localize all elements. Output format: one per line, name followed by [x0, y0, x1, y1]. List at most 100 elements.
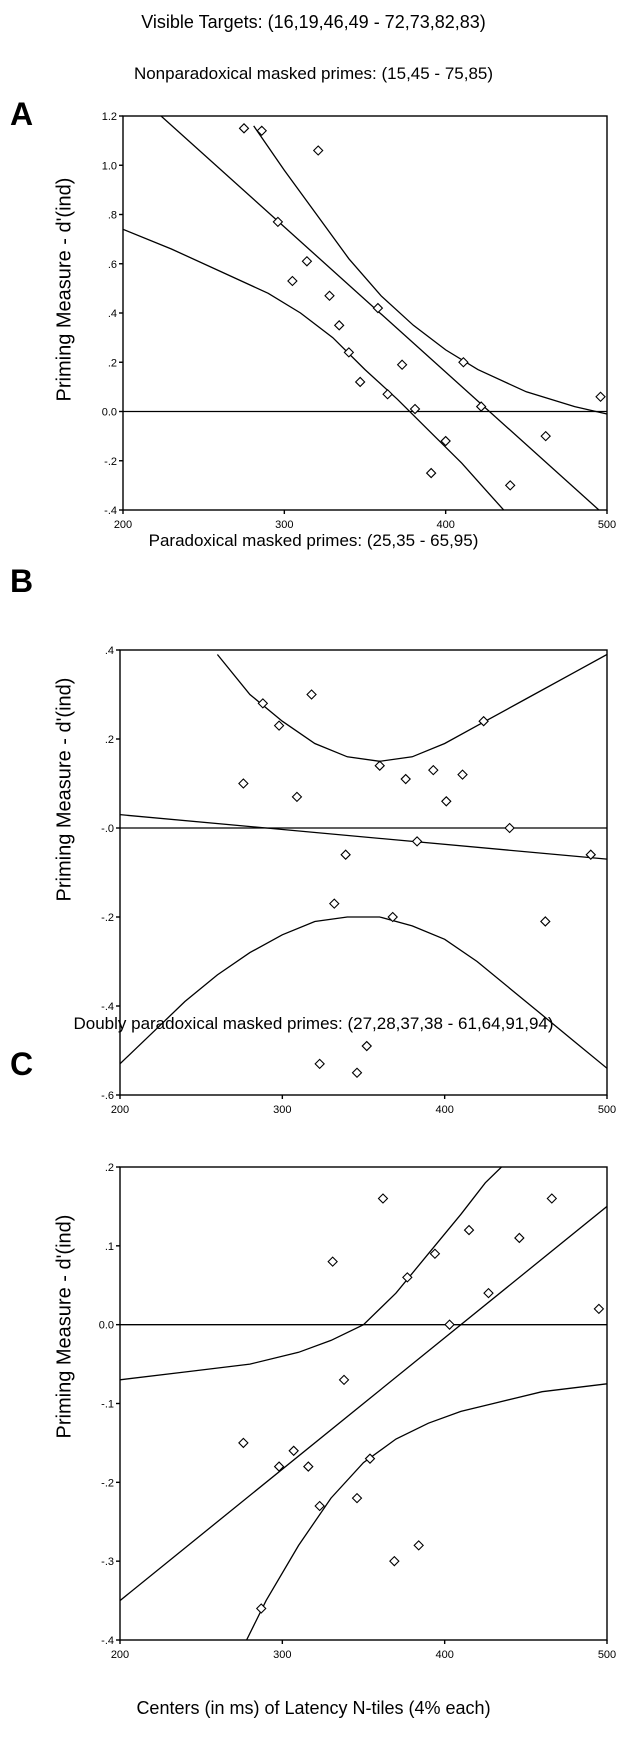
y-tick-label: 0.0	[99, 1320, 114, 1332]
panel-b-letter: B	[10, 563, 34, 599]
y-tick-label: -.4	[101, 1001, 114, 1013]
data-point	[425, 467, 437, 479]
y-tick-label: -.2	[104, 456, 117, 468]
data-point	[411, 836, 423, 847]
y-tick-label: 1.0	[102, 160, 117, 172]
y-tick-label: -.6	[101, 1090, 114, 1102]
data-point	[458, 356, 469, 368]
upper-confidence-band	[120, 1167, 502, 1381]
data-point	[272, 216, 284, 228]
data-point	[329, 898, 340, 909]
data-point	[324, 290, 335, 302]
y-tick-label: .4	[105, 645, 114, 657]
data-point	[314, 1500, 325, 1512]
panel-a-letter: A	[10, 96, 34, 132]
data-point	[478, 715, 489, 727]
data-point	[593, 1303, 605, 1315]
data-point	[372, 302, 384, 314]
upper-confidence-band	[216, 653, 607, 762]
x-tick-label: 400	[435, 1649, 453, 1661]
x-tick-label: 500	[598, 1649, 616, 1661]
lower-confidence-band	[246, 1383, 607, 1640]
y-tick-label: .4	[108, 308, 117, 320]
data-point	[327, 1256, 338, 1267]
x-tick-label: 300	[273, 1104, 291, 1116]
regression-line	[120, 1205, 607, 1602]
data-point	[475, 401, 487, 412]
data-point	[483, 1287, 494, 1299]
panel-c-title: Doubly paradoxical masked primes: (27,28…	[73, 1014, 554, 1033]
data-point	[306, 689, 317, 700]
data-point	[303, 1461, 314, 1472]
data-point	[364, 1453, 376, 1464]
regression-line	[160, 116, 600, 510]
data-point	[255, 1603, 267, 1614]
data-point	[382, 388, 393, 400]
panel-c-plot: -.4 -.3 -.2 -.1 0.0 .1 .2 200 300 400 500	[99, 1162, 616, 1661]
y-tick-label: -.4	[104, 505, 117, 517]
x-axis-label: Centers (in ms) of Latency N-tiles (4% e…	[136, 1698, 491, 1718]
data-point	[463, 1224, 475, 1236]
data-point	[540, 430, 551, 442]
data-point	[377, 1193, 389, 1204]
data-point	[441, 796, 452, 807]
y-tick-label: .6	[108, 259, 117, 271]
x-tick-label: 500	[598, 519, 616, 531]
y-tick-label: -.0	[101, 823, 114, 835]
y-tick-label: -.2	[101, 912, 114, 924]
data-point	[457, 769, 468, 780]
panel-b-plot: -.6 -.4 -.2 -.0 .2 .4 200 300 400 500	[101, 645, 616, 1116]
data-point	[429, 1248, 441, 1259]
panel-a-plot: -.4 -.2 0.0 .2 .4 .6 .8 1.0 1.2 200 300 400 500	[102, 111, 616, 531]
x-tick-label: 200	[111, 1649, 129, 1661]
data-point	[343, 347, 355, 358]
data-point	[387, 911, 398, 923]
x-tick-label: 300	[275, 519, 293, 531]
y-tick-label: .8	[108, 210, 117, 222]
data-point	[400, 773, 411, 785]
data-point	[312, 145, 324, 156]
data-point	[409, 403, 421, 415]
data-point	[273, 720, 285, 731]
panel-c-letter: C	[10, 1046, 34, 1082]
x-tick-label: 400	[436, 519, 454, 531]
y-tick-label: -.4	[101, 1635, 114, 1647]
y-tick-label: .2	[105, 734, 114, 746]
figure-title: Visible Targets: (16,19,46,49 - 72,73,82…	[141, 12, 486, 32]
data-point	[333, 320, 345, 331]
x-tick-label: 200	[111, 1104, 129, 1116]
data-point	[389, 1555, 400, 1567]
data-point	[595, 391, 606, 403]
data-point	[338, 1374, 350, 1386]
data-point	[238, 1437, 249, 1449]
x-tick-label: 400	[435, 1104, 453, 1116]
data-point	[514, 1232, 525, 1244]
y-tick-label: .2	[105, 1162, 114, 1174]
data-point	[238, 778, 249, 789]
data-point	[444, 1319, 455, 1330]
panel-a-title: Nonparadoxical masked primes: (15,45 - 7…	[133, 64, 494, 83]
data-point	[504, 480, 516, 491]
data-point	[288, 1445, 299, 1457]
data-point	[413, 1540, 424, 1551]
y-tick-label: -.2	[101, 1477, 114, 1489]
data-point	[396, 359, 408, 370]
plot-frame	[119, 649, 608, 1096]
data-point	[428, 764, 439, 776]
data-point	[340, 849, 351, 860]
data-point	[238, 123, 250, 134]
data-point	[354, 376, 366, 388]
data-point	[374, 760, 386, 771]
x-tick-label: 500	[598, 1104, 616, 1116]
y-tick-label: .2	[108, 357, 117, 369]
y-tick-label: .1	[105, 1241, 114, 1253]
data-point	[504, 822, 515, 834]
data-point	[440, 435, 451, 447]
data-point	[585, 849, 597, 860]
x-tick-label: 200	[114, 519, 132, 531]
y-tick-label: -.3	[101, 1556, 114, 1568]
lower-confidence-band	[123, 228, 505, 510]
plot-frame	[122, 115, 608, 511]
lower-confidence-band	[120, 916, 607, 1069]
data-point	[314, 1058, 325, 1070]
